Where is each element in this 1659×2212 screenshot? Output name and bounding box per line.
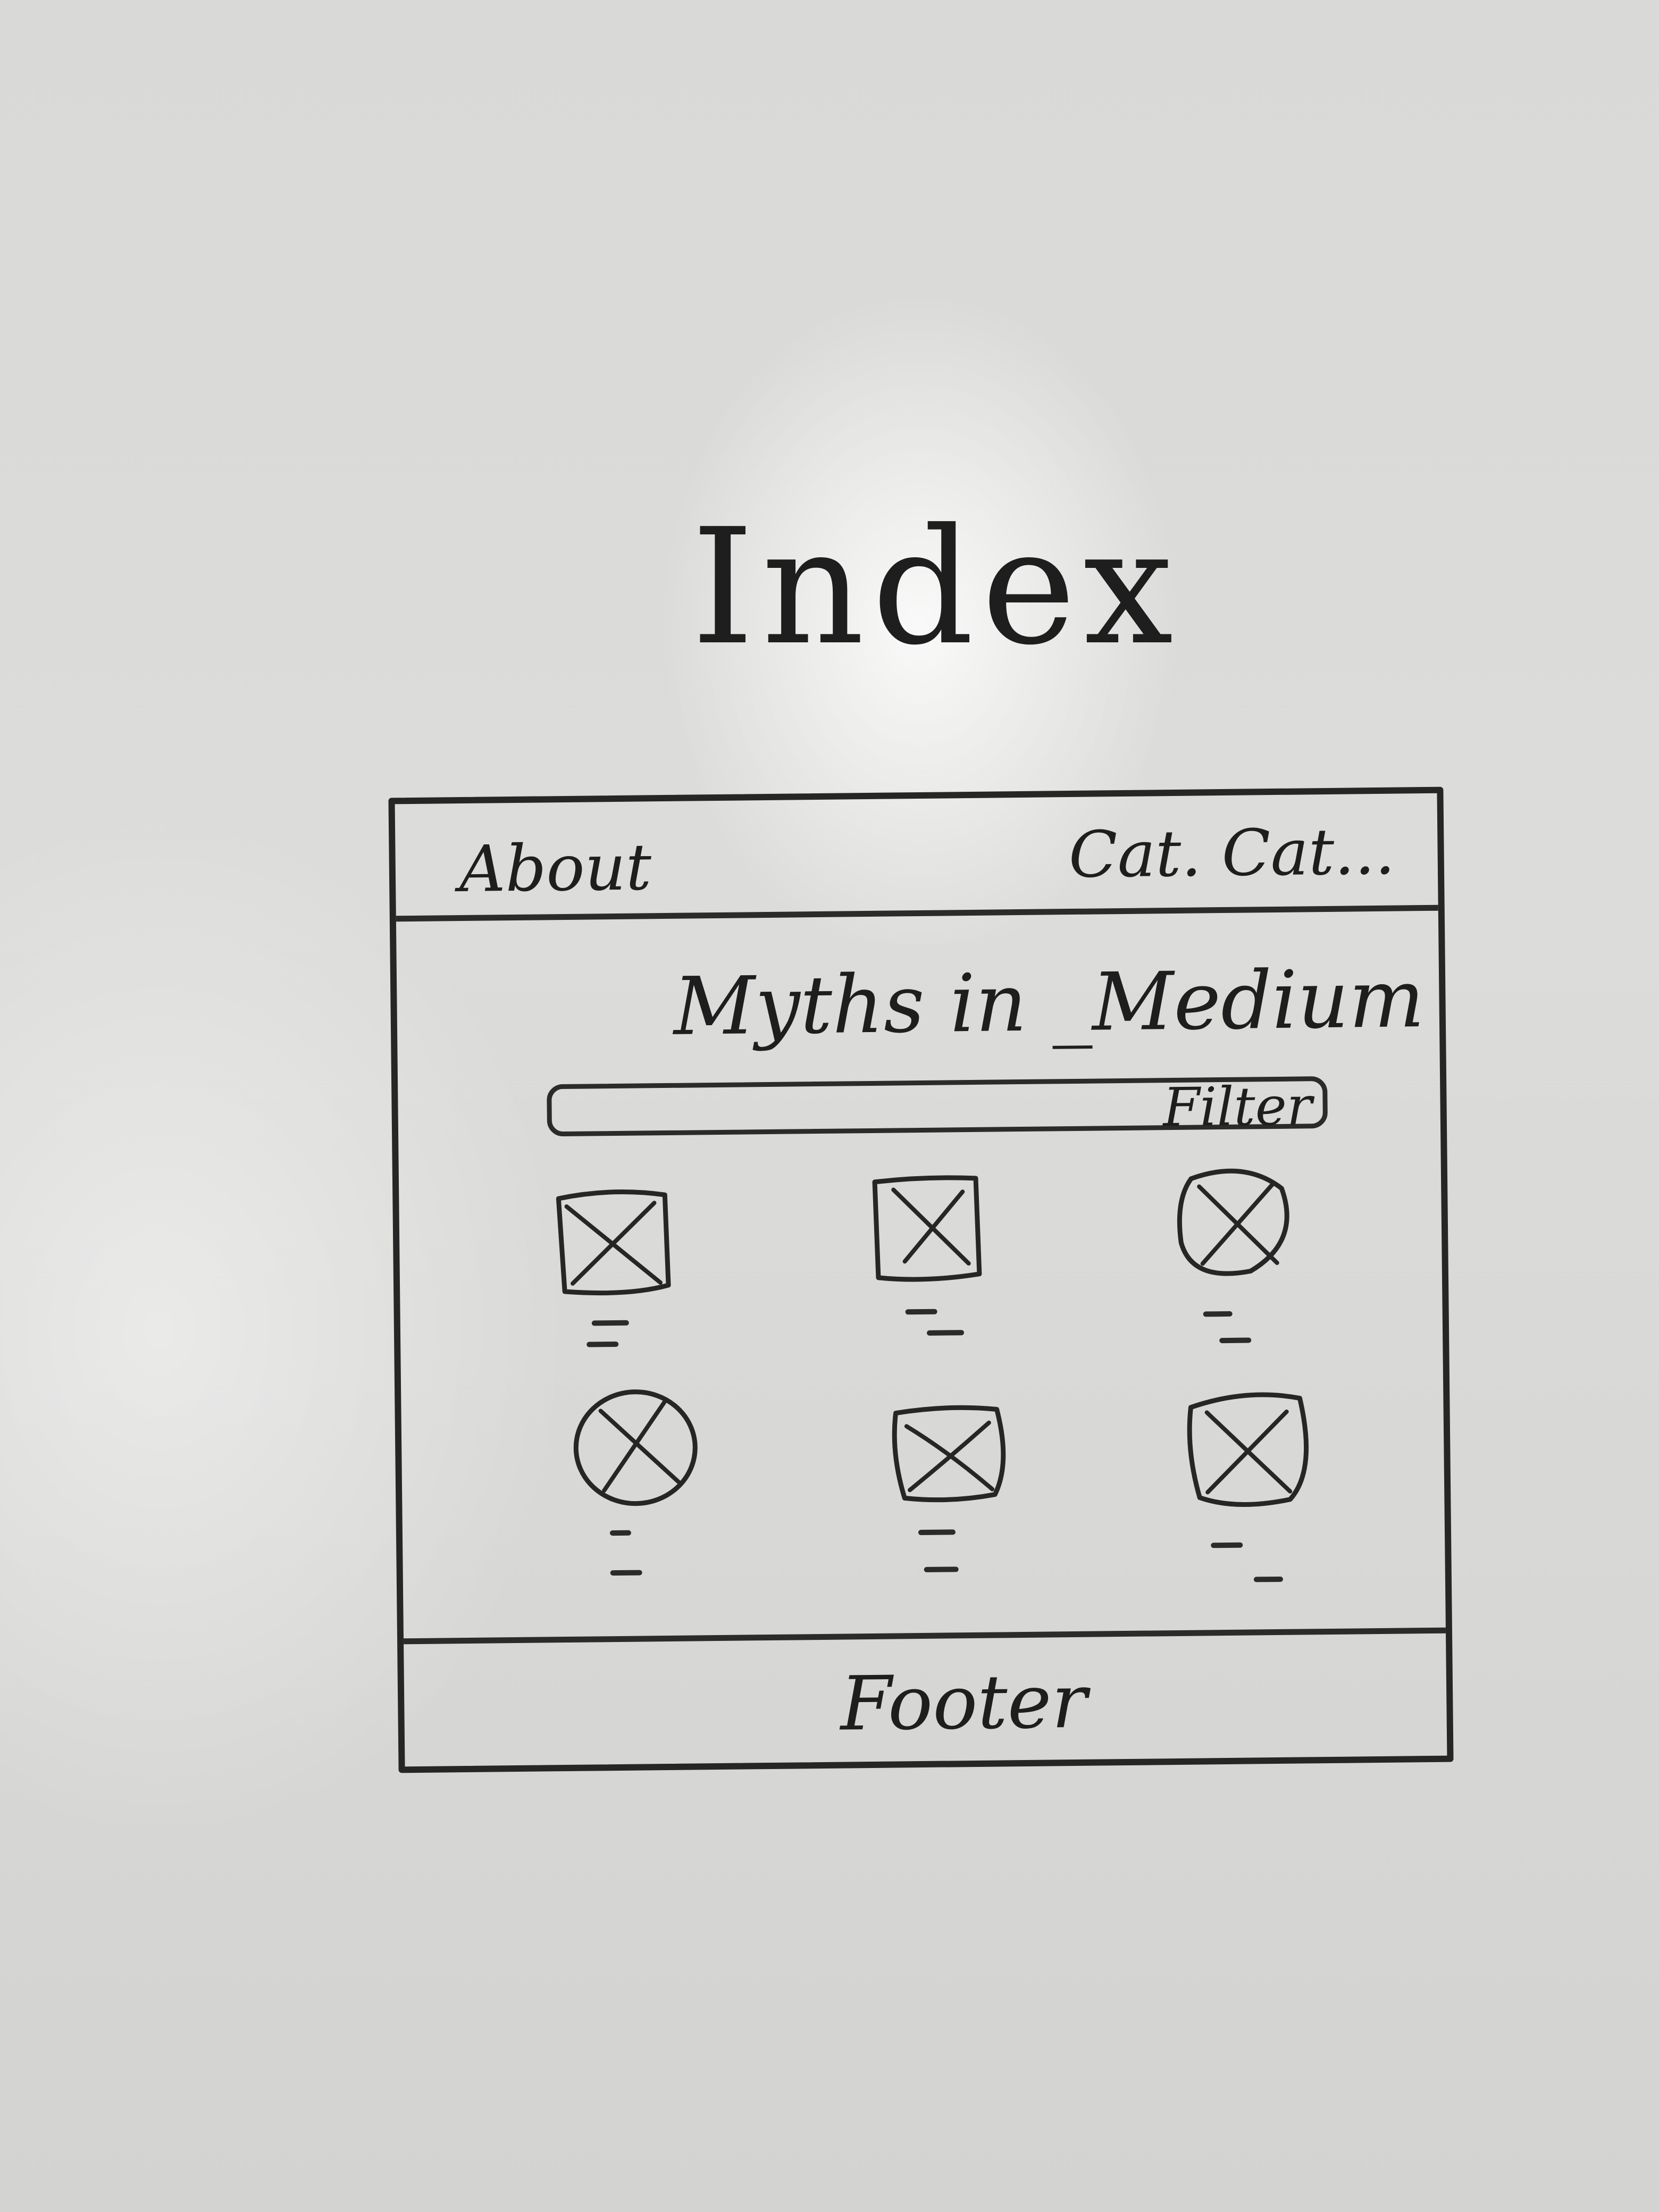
footer-label: Footer	[840, 1658, 1088, 1748]
filter-input[interactable]: Filter	[547, 1075, 1328, 1139]
grid-card[interactable]	[1170, 1161, 1331, 1386]
filter-label: Filter	[1162, 1075, 1313, 1139]
nav-about-link[interactable]: About	[459, 831, 652, 907]
image-placeholder-icon	[556, 1189, 671, 1296]
image-placeholder-icon	[892, 1405, 1006, 1503]
board-title: Index	[691, 495, 1181, 680]
footer: Footer	[404, 1627, 1447, 1767]
grid-card[interactable]	[571, 1386, 733, 1611]
image-placeholder-icon	[872, 1175, 982, 1282]
nav-categories-links[interactable]: Cat. Cat...	[1068, 815, 1396, 893]
image-placeholder-icon	[573, 1389, 698, 1506]
site-title: Myths in _Medium	[673, 953, 1425, 1053]
top-navigation-bar: About Cat. Cat...	[395, 793, 1438, 922]
grid-card[interactable]	[1183, 1390, 1344, 1615]
grid-card[interactable]	[885, 1398, 1046, 1623]
wireframe-page: About Cat. Cat... Myths in _Medium Filte…	[388, 786, 1454, 1773]
image-placeholder-icon	[1177, 1168, 1289, 1276]
image-placeholder-icon	[1187, 1392, 1309, 1507]
grid-card[interactable]	[548, 1184, 709, 1409]
grid-card[interactable]	[861, 1170, 1023, 1395]
